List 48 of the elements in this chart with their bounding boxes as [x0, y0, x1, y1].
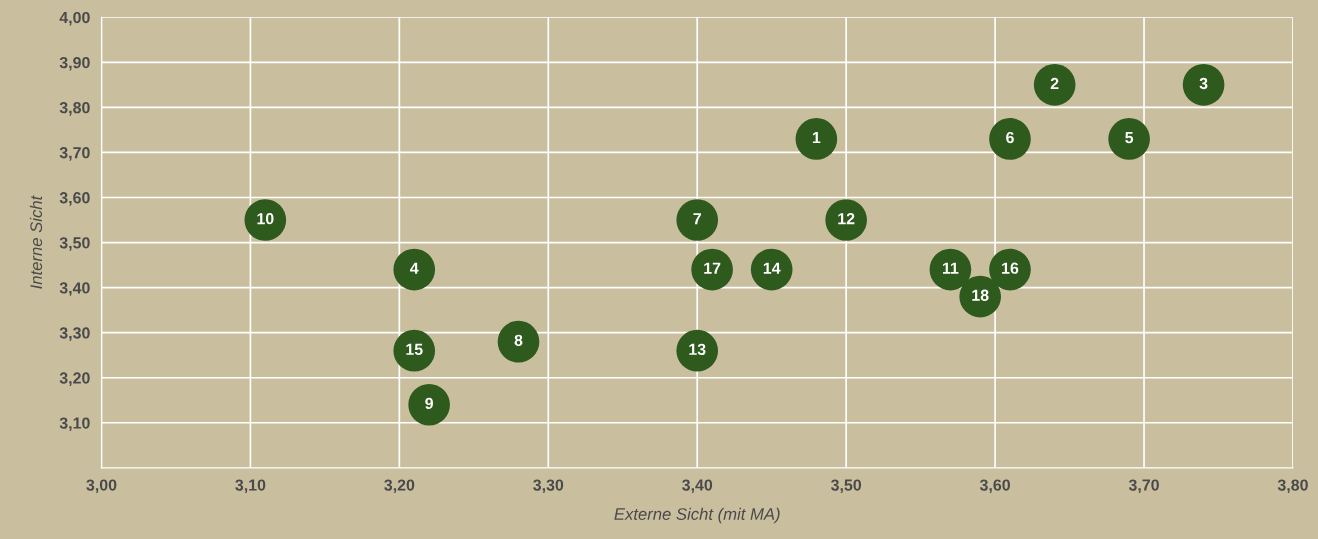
x-tick-label: 3,20: [384, 479, 415, 494]
point: [676, 199, 719, 241]
annotation: 15: [406, 343, 423, 355]
annotation: 16: [1002, 262, 1019, 274]
y-tick-label: 3,90: [59, 56, 90, 71]
annotation: 7: [693, 213, 701, 225]
y-axis-title: Interne Sicht: [29, 195, 43, 289]
annotation: 3: [1199, 77, 1208, 90]
annotation: 11: [942, 262, 959, 274]
y-tick-label: 3,10: [59, 417, 90, 432]
x-tick-label: 3,30: [533, 479, 564, 494]
point: [408, 383, 450, 426]
annotation: 14: [763, 262, 781, 274]
y-tick-label: 3,70: [59, 147, 90, 161]
y-tick-label: 3,30: [59, 327, 90, 341]
y-tick-label: 4,00: [59, 11, 90, 26]
x-tick-label: 3,40: [682, 479, 713, 494]
x-tick-label: 3,80: [1277, 479, 1308, 494]
y-tick-label: 3,60: [59, 192, 90, 206]
y-tick-label: 3,80: [59, 102, 90, 116]
point: [989, 118, 1031, 160]
y-tick-label: 3,20: [59, 372, 90, 386]
point: [393, 248, 436, 291]
x-tick-label: 3,70: [1128, 479, 1159, 494]
x-axis-title: Externe Sicht (mit MA): [614, 507, 780, 524]
annotation: 17: [704, 262, 721, 274]
point: [497, 320, 540, 363]
annotation: 9: [425, 397, 433, 410]
annotation: 12: [838, 213, 855, 225]
annotation: 13: [689, 343, 706, 355]
point: [795, 118, 838, 160]
annotation: 8: [514, 334, 523, 346]
annotation: 1: [812, 132, 821, 144]
y-tick-label: 3,50: [59, 237, 90, 251]
annotation: 10: [257, 213, 274, 225]
annotation: 6: [1006, 131, 1014, 144]
x-tick-label: 3,60: [979, 479, 1010, 494]
point: [1108, 118, 1150, 160]
annotation: 2: [1050, 77, 1059, 89]
point: [1182, 64, 1225, 106]
x-tick-label: 3,10: [235, 479, 266, 494]
annotation: 4: [410, 262, 419, 274]
x-tick-label: 3,50: [830, 479, 862, 494]
annotation: 18: [972, 289, 989, 301]
x-tick-label: 3,00: [86, 479, 117, 494]
annotation: 5: [1125, 132, 1134, 144]
y-tick-label: 3,40: [59, 282, 90, 296]
point: [1033, 64, 1076, 106]
